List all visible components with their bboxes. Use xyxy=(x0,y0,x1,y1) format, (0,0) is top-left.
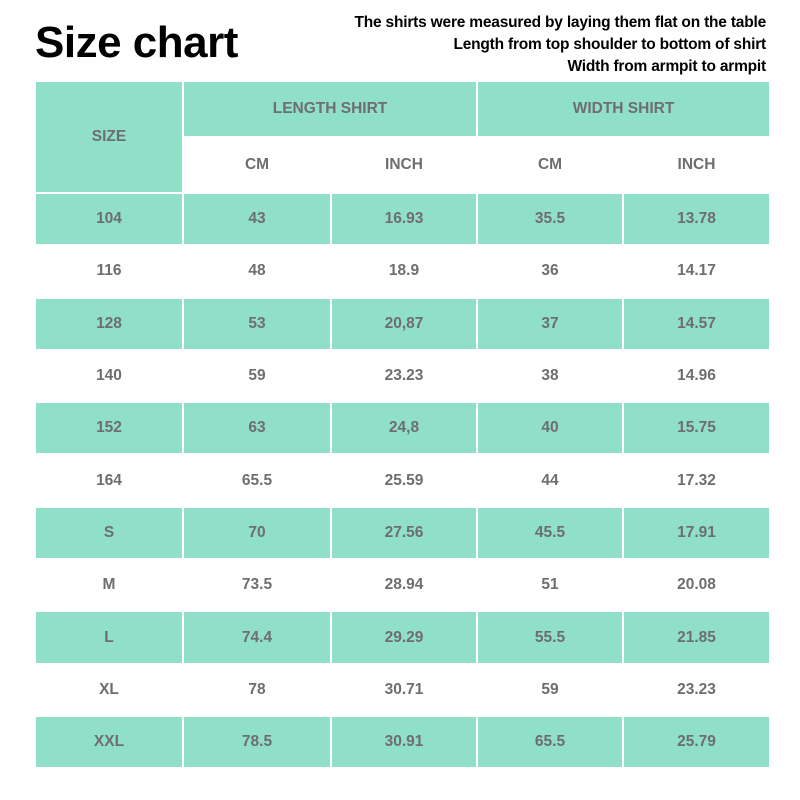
size-cell: S xyxy=(36,507,182,559)
table-row: M 73.5 28.94 51 20.08 xyxy=(36,560,769,611)
width-inch-cell: 20.08 xyxy=(624,560,769,611)
width-cm-cell: 65.5 xyxy=(478,716,622,768)
note-line: Width from armpit to armpit xyxy=(567,58,766,75)
measurement-notes: The shirts were measured by laying them … xyxy=(354,12,766,78)
unit-header: CM xyxy=(478,138,622,192)
length-inch-cell: 24,8 xyxy=(332,403,476,454)
page-title: Size chart xyxy=(35,18,238,67)
table-row: 164 65.5 25.59 44 17.32 xyxy=(36,455,769,506)
table-row: 104 43 16.93 35.5 13.78 xyxy=(36,194,769,245)
length-inch-cell: 20,87 xyxy=(332,298,476,349)
width-cm-cell: 44 xyxy=(478,455,622,506)
table-row: 140 59 23.23 38 14.96 xyxy=(36,350,769,402)
width-cm-cell: 38 xyxy=(478,350,622,402)
unit-header: INCH xyxy=(624,138,769,192)
width-cm-cell: 40 xyxy=(478,403,622,454)
width-inch-cell: 14.17 xyxy=(624,246,769,297)
width-cm-cell: 37 xyxy=(478,298,622,349)
size-cell: L xyxy=(36,612,182,663)
table-row: 128 53 20,87 37 14.57 xyxy=(36,298,769,349)
size-cell: 128 xyxy=(36,298,182,349)
size-cell: XXL xyxy=(36,716,182,768)
length-cm-cell: 78.5 xyxy=(184,716,330,768)
length-inch-cell: 29.29 xyxy=(332,612,476,663)
length-inch-cell: 18.9 xyxy=(332,246,476,297)
length-cm-cell: 48 xyxy=(184,246,330,297)
size-header: SIZE xyxy=(36,82,182,192)
size-cell: 140 xyxy=(36,350,182,402)
width-inch-cell: 25.79 xyxy=(624,716,769,768)
length-cm-cell: 65.5 xyxy=(184,455,330,506)
width-header: WIDTH SHIRT xyxy=(478,82,769,136)
width-cm-cell: 36 xyxy=(478,246,622,297)
table-row: XXL 78.5 30.91 65.5 25.79 xyxy=(36,716,769,768)
width-cm-cell: 59 xyxy=(478,664,622,715)
length-cm-cell: 78 xyxy=(184,664,330,715)
length-cm-cell: 74.4 xyxy=(184,612,330,663)
table-row: S 70 27.56 45.5 17.91 xyxy=(36,507,769,559)
note-line: Length from top shoulder to bottom of sh… xyxy=(453,36,766,53)
width-cm-cell: 51 xyxy=(478,560,622,611)
length-inch-cell: 30.71 xyxy=(332,664,476,715)
width-inch-cell: 17.91 xyxy=(624,507,769,559)
table-row: 116 48 18.9 36 14.17 xyxy=(36,246,769,297)
width-inch-cell: 15.75 xyxy=(624,403,769,454)
length-cm-cell: 70 xyxy=(184,507,330,559)
width-inch-cell: 14.57 xyxy=(624,298,769,349)
note-line: The shirts were measured by laying them … xyxy=(354,14,766,31)
width-inch-cell: 21.85 xyxy=(624,612,769,663)
length-inch-cell: 25.59 xyxy=(332,455,476,506)
length-cm-cell: 59 xyxy=(184,350,330,402)
size-cell: 116 xyxy=(36,246,182,297)
length-cm-cell: 43 xyxy=(184,194,330,245)
length-cm-cell: 73.5 xyxy=(184,560,330,611)
width-inch-cell: 14.96 xyxy=(624,350,769,402)
length-inch-cell: 27.56 xyxy=(332,507,476,559)
table-row: 152 63 24,8 40 15.75 xyxy=(36,403,769,454)
length-inch-cell: 28.94 xyxy=(332,560,476,611)
width-inch-cell: 13.78 xyxy=(624,194,769,245)
length-header: LENGTH SHIRT xyxy=(184,82,476,136)
length-cm-cell: 63 xyxy=(184,403,330,454)
length-inch-cell: 23.23 xyxy=(332,350,476,402)
width-cm-cell: 55.5 xyxy=(478,612,622,663)
length-cm-cell: 53 xyxy=(184,298,330,349)
table-row: XL 78 30.71 59 23.23 xyxy=(36,664,769,715)
unit-header: CM xyxy=(184,138,330,192)
width-inch-cell: 17.32 xyxy=(624,455,769,506)
unit-header: INCH xyxy=(332,138,476,192)
width-inch-cell: 23.23 xyxy=(624,664,769,715)
size-table: SIZE LENGTH SHIRT WIDTH SHIRT CM INCH CM… xyxy=(34,80,771,769)
width-cm-cell: 35.5 xyxy=(478,194,622,245)
size-cell: M xyxy=(36,560,182,611)
length-inch-cell: 16.93 xyxy=(332,194,476,245)
table-row: L 74.4 29.29 55.5 21.85 xyxy=(36,612,769,663)
size-cell: 164 xyxy=(36,455,182,506)
size-cell: XL xyxy=(36,664,182,715)
length-inch-cell: 30.91 xyxy=(332,716,476,768)
size-cell: 104 xyxy=(36,194,182,245)
size-cell: 152 xyxy=(36,403,182,454)
width-cm-cell: 45.5 xyxy=(478,507,622,559)
